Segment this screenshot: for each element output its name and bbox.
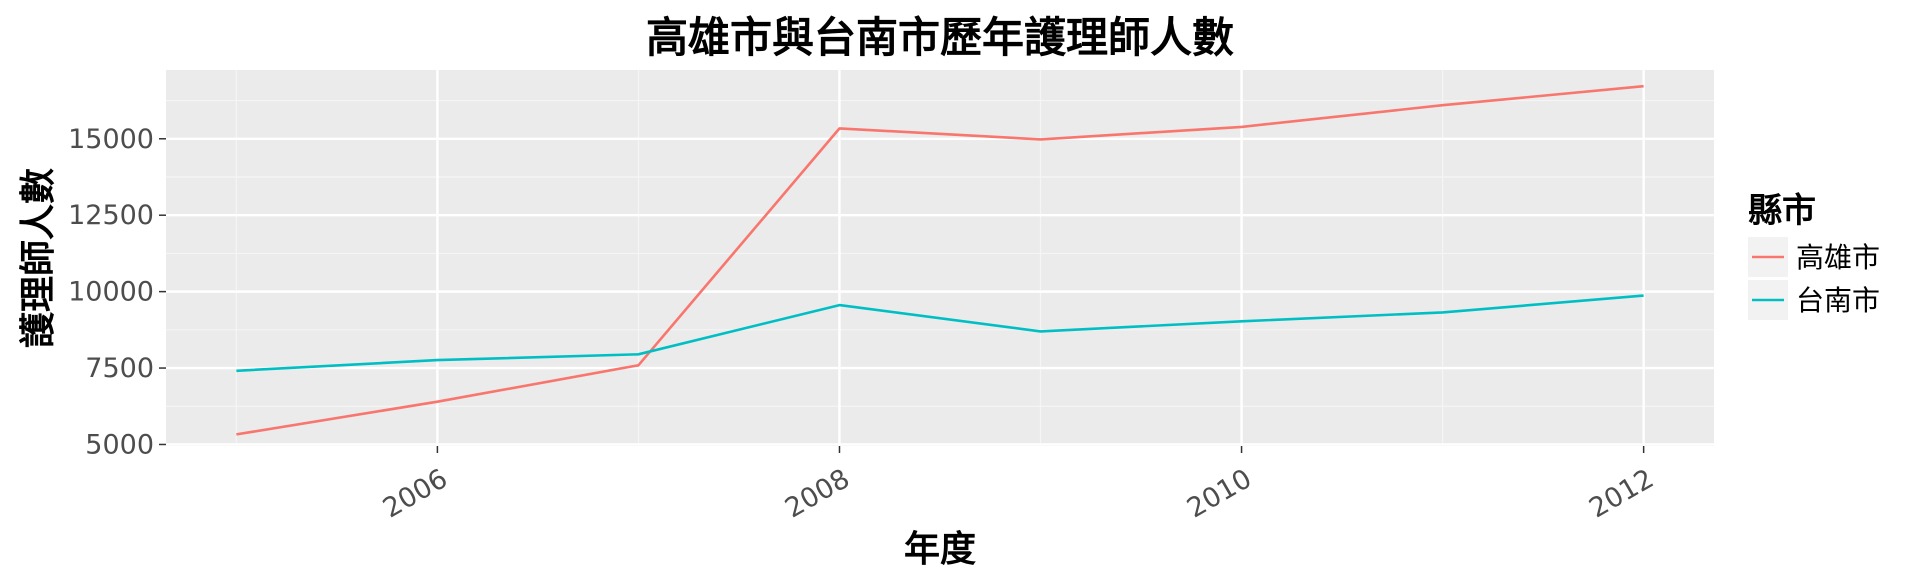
y-axis-ticks: 5000 7500 10000 12500 15000 xyxy=(68,124,166,460)
series-lines xyxy=(236,84,1644,436)
legend-title: 縣市 xyxy=(1748,191,1816,231)
minor-gridlines xyxy=(166,70,1714,446)
x-tick-label: 2006 xyxy=(378,463,453,524)
y-tick-label: 5000 xyxy=(85,429,154,460)
chart-title: 高雄市與台南市歷年護理師人數 xyxy=(646,13,1234,62)
y-tick-label: 10000 xyxy=(68,277,154,308)
x-axis-title: 年度 xyxy=(904,529,976,570)
x-tick-label: 2010 xyxy=(1182,463,1257,524)
x-tick-label: 2012 xyxy=(1584,463,1659,524)
series-line-0 xyxy=(236,84,1644,436)
major-gridlines xyxy=(166,70,1714,446)
y-tick-label: 12500 xyxy=(68,200,154,231)
legend-label-1: 台南市 xyxy=(1796,284,1880,317)
y-axis-title: 護理師人數 xyxy=(18,168,59,348)
x-axis-ticks: 2006 2008 2010 2012 xyxy=(378,446,1659,524)
x-tick-label: 2008 xyxy=(780,463,855,524)
y-tick-label: 7500 xyxy=(85,353,154,384)
y-tick-label: 15000 xyxy=(68,124,154,155)
series-line-1 xyxy=(236,294,1644,373)
plot-panel xyxy=(166,70,1714,446)
legend-label-0: 高雄市 xyxy=(1796,241,1880,274)
